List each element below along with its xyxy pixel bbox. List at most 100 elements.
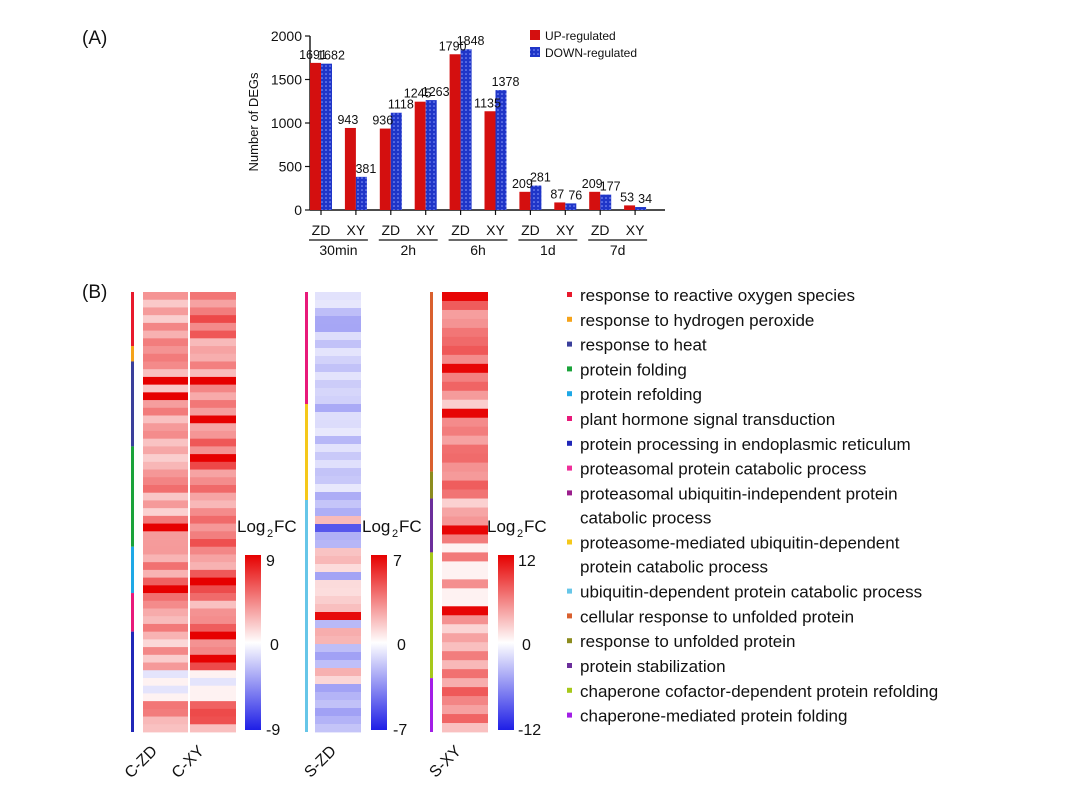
heatmap-cell bbox=[143, 292, 188, 301]
heatmap-cell bbox=[143, 562, 188, 571]
heatmap-cell bbox=[143, 438, 188, 447]
heatmap-cell bbox=[143, 477, 188, 486]
y-tick-label: 1500 bbox=[271, 72, 302, 88]
legend-label: plant hormone signal transduction bbox=[580, 410, 835, 429]
category-bar bbox=[131, 361, 134, 447]
colorbar-label: Log bbox=[487, 517, 515, 536]
heatmap-cell bbox=[315, 660, 361, 669]
category-bar bbox=[305, 292, 308, 404]
heatmap-cell bbox=[143, 677, 188, 687]
legend-swatch bbox=[567, 663, 572, 668]
heatmap-1: Log 2 FC 9 0 -9 C-ZD C-XY bbox=[122, 292, 297, 782]
bar-legend: UP-regulated DOWN-regulated bbox=[530, 29, 637, 60]
colorbar-min: -7 bbox=[393, 722, 407, 739]
heatmap-cell bbox=[315, 500, 361, 509]
legend-label: catabolic process bbox=[580, 508, 711, 527]
heatmap-cell bbox=[315, 380, 361, 389]
category-bar bbox=[430, 498, 433, 553]
heatmap-cell bbox=[143, 515, 188, 524]
column-label: S-XY bbox=[426, 743, 465, 782]
heatmap-cell bbox=[315, 468, 361, 477]
heatmap-cell bbox=[190, 623, 236, 633]
heatmap-cell bbox=[143, 647, 188, 656]
heatmap-cell bbox=[190, 400, 236, 409]
bar-up bbox=[589, 191, 601, 210]
heatmap-cell bbox=[190, 469, 236, 478]
heatmap-cell bbox=[143, 577, 188, 586]
bar-value-up: 1135 bbox=[474, 96, 501, 110]
legend-label: protein folding bbox=[580, 360, 687, 379]
heatmap-cell bbox=[315, 636, 361, 645]
heatmap-cell bbox=[442, 489, 488, 499]
heatmap-cell bbox=[442, 561, 488, 571]
x-tick-label: XY bbox=[416, 222, 435, 238]
bar-down bbox=[495, 90, 507, 210]
bar-up bbox=[624, 205, 636, 210]
heatmap-cell bbox=[143, 338, 188, 347]
heatmap-cell bbox=[143, 400, 188, 409]
heatmap-cell bbox=[315, 356, 361, 365]
heatmap-cell bbox=[143, 701, 188, 710]
column-label: C-XY bbox=[169, 743, 208, 782]
legend-label: response to hydrogen peroxide bbox=[580, 311, 814, 330]
heatmap-cell bbox=[143, 593, 188, 602]
heatmap-cell bbox=[315, 700, 361, 709]
heatmap-cell bbox=[315, 332, 361, 341]
heatmap-cell bbox=[190, 523, 236, 532]
heatmap-cell bbox=[442, 444, 488, 455]
heatmap-cell bbox=[143, 554, 188, 563]
x-tick-label: ZD bbox=[381, 222, 400, 238]
legend-label: cellular response to unfolded protein bbox=[580, 607, 854, 626]
colorbar-label: Log bbox=[362, 517, 390, 536]
heatmap-cell bbox=[143, 307, 188, 316]
y-tick-label: 0 bbox=[294, 202, 302, 218]
heatmap-cell bbox=[190, 654, 236, 663]
legend-swatch bbox=[567, 440, 572, 446]
heatmap-cell bbox=[143, 616, 188, 625]
legend-label: response to reactive oxygen species bbox=[580, 286, 855, 305]
heatmap-cell bbox=[442, 696, 488, 706]
bar-value-down: 1378 bbox=[492, 75, 520, 89]
heatmap-cell bbox=[442, 309, 488, 320]
x-tick-label: XY bbox=[556, 222, 575, 238]
bar-up bbox=[310, 62, 321, 211]
heatmap-cell bbox=[315, 404, 361, 413]
bar-axes: 0 500 1000 1500 2000 bbox=[271, 28, 665, 218]
heatmap-cell bbox=[143, 608, 188, 617]
bar-marks bbox=[310, 49, 647, 211]
heatmap-cell bbox=[190, 338, 236, 347]
heatmap-cell bbox=[442, 516, 488, 526]
colorbar-max: 9 bbox=[266, 553, 275, 570]
legend-swatch bbox=[567, 366, 572, 372]
heatmap-cell bbox=[442, 471, 488, 481]
heatmap-cell bbox=[442, 579, 488, 589]
bar-value-down: 381 bbox=[355, 162, 376, 176]
heatmap-cell bbox=[315, 308, 361, 317]
heatmap-cell bbox=[442, 480, 488, 490]
bar-down bbox=[425, 100, 437, 210]
heatmap-cell bbox=[442, 678, 488, 688]
heatmap-cell bbox=[315, 428, 361, 437]
heatmap-cell bbox=[143, 446, 188, 455]
heatmap-cell bbox=[442, 624, 488, 634]
heatmap-cell bbox=[315, 604, 361, 613]
heatmap-cell bbox=[190, 392, 236, 401]
heatmap-cell bbox=[315, 676, 361, 685]
panel-label-b: (B) bbox=[82, 282, 107, 303]
heatmap-cell bbox=[315, 724, 361, 733]
heatmap-cell bbox=[442, 399, 488, 410]
heatmap-cell bbox=[315, 692, 361, 701]
heatmap-cell bbox=[190, 724, 236, 733]
colorbar-label-sub: 2 bbox=[392, 528, 398, 540]
heatmap-cell bbox=[190, 662, 236, 671]
heatmap-cell bbox=[190, 670, 236, 679]
legend-swatch bbox=[567, 316, 572, 322]
heatmap-cell bbox=[315, 436, 361, 445]
bar-up bbox=[484, 111, 496, 210]
bar-value-up: 1691 bbox=[299, 48, 327, 62]
legend-label: proteasome-mediated ubiquitin-dependent bbox=[580, 534, 900, 553]
bar-value-down: 1118 bbox=[388, 98, 414, 112]
heatmap-cell bbox=[442, 597, 488, 607]
legend-swatch-down bbox=[530, 47, 540, 57]
